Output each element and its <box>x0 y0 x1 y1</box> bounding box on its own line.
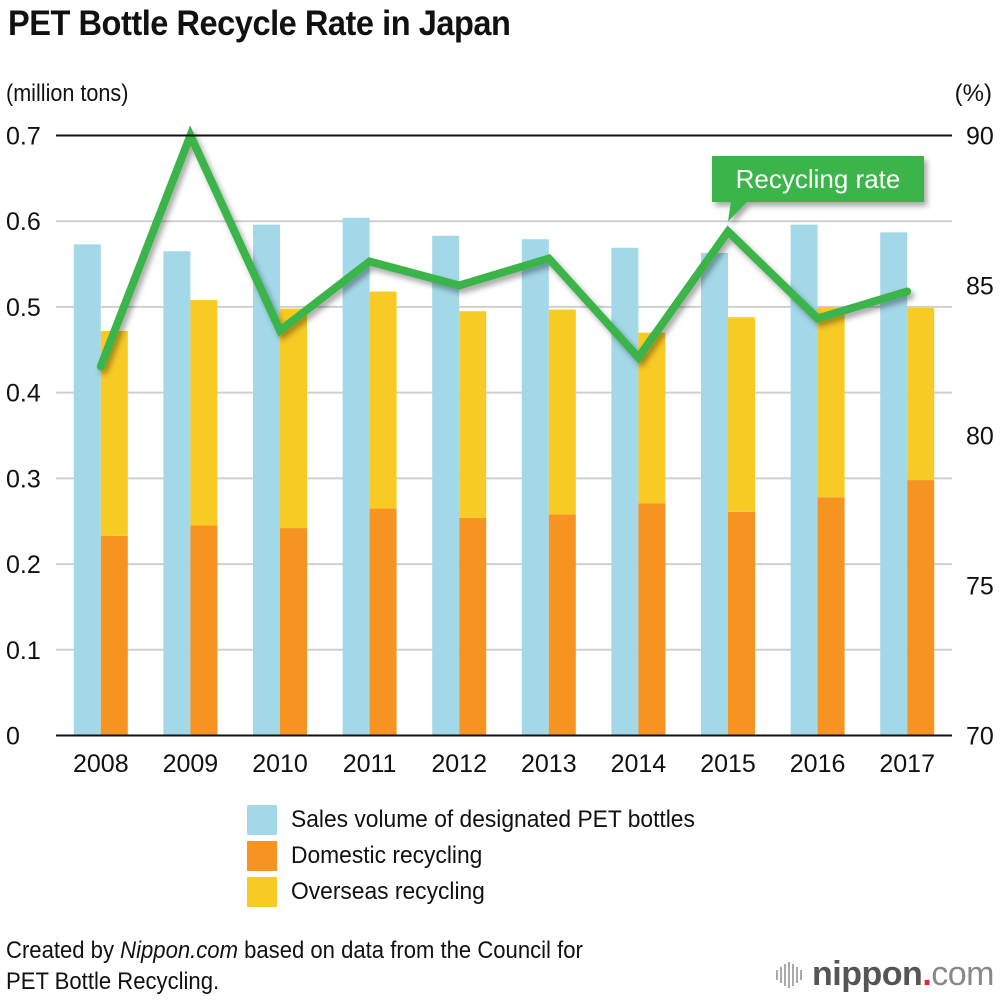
legend-label-domestic: Domestic recycling <box>291 842 483 869</box>
bar-overseas <box>817 306 845 498</box>
left-tick-label: 0.6 <box>6 208 41 236</box>
bar-overseas <box>280 308 307 529</box>
x-tick-label: 2014 <box>611 750 667 778</box>
bar-domestic <box>459 517 487 736</box>
source-line-1: Created by Nippon.com based on data from… <box>6 937 583 964</box>
left-tick-label: 0.2 <box>6 551 41 579</box>
legend-item-sales: Sales volume of designated PET bottles <box>247 802 716 838</box>
annotation-box <box>712 156 924 202</box>
legend-item-overseas: Overseas recycling <box>247 874 716 910</box>
left-tick-label: 0.1 <box>6 637 41 665</box>
source-brand: Nippon.com <box>120 937 238 964</box>
bar-sales <box>880 232 908 736</box>
legend-label-sales: Sales volume of designated PET bottles <box>291 806 695 833</box>
left-tick-label: 0 <box>6 723 20 751</box>
chart-title: PET Bottle Recycle Rate in Japan <box>8 4 511 43</box>
x-tick-label: 2017 <box>879 750 935 778</box>
bar-sales <box>521 239 549 736</box>
legend-swatch-domestic <box>247 841 277 871</box>
bar-domestic <box>638 503 666 736</box>
x-tick-label: 2008 <box>73 750 129 778</box>
legend-label-overseas: Overseas recycling <box>291 878 485 905</box>
right-tick-label: 70 <box>966 723 994 751</box>
legend-swatch-sales <box>247 805 277 835</box>
right-tick-label: 75 <box>966 573 994 601</box>
bar-overseas <box>638 332 666 504</box>
source-note: Created by Nippon.com based on data from… <box>6 935 583 997</box>
x-tick-label: 2012 <box>431 750 487 778</box>
x-tick-label: 2010 <box>252 750 308 778</box>
bar-sales <box>611 247 639 736</box>
x-tick-label: 2013 <box>521 750 577 778</box>
bar-domestic <box>548 514 576 736</box>
x-tick-label: 2016 <box>790 750 846 778</box>
bar-overseas <box>548 309 576 515</box>
right-tick-label: 85 <box>966 273 994 301</box>
left-tick-label: 0.4 <box>6 380 41 408</box>
annotation-pointer <box>728 201 748 222</box>
source-line-2: PET Bottle Recycling. <box>6 968 220 995</box>
bar-domestic <box>369 508 397 736</box>
bar-overseas <box>190 300 218 526</box>
bar-overseas <box>459 311 487 518</box>
bar-domestic <box>280 528 307 736</box>
bar-sales <box>163 251 191 736</box>
bar-domestic <box>817 497 845 736</box>
line-recycling-rate <box>96 125 912 371</box>
bar-overseas <box>369 291 397 509</box>
bar-sales <box>701 252 728 736</box>
bar-domestic <box>907 480 935 736</box>
right-tick-label: 90 <box>966 123 994 151</box>
left-tick-label: 0.7 <box>6 123 41 151</box>
legend-swatch-overseas <box>247 877 277 907</box>
bar-sales <box>432 235 460 736</box>
left-axis-unit-label: (million tons) <box>6 80 129 107</box>
legend-item-domestic: Domestic recycling <box>247 838 716 874</box>
right-tick-label: 80 <box>966 423 994 451</box>
nippon-logo: nippon.com <box>776 955 994 994</box>
chart-plot-area: Recycling rate 0 0.1 0.2 0.3 0.4 0.5 0.6 0.7 70 7… <box>6 123 994 779</box>
annotation-callout <box>712 156 924 222</box>
logo-sound-bars-icon <box>776 961 804 988</box>
left-tick-label: 0.3 <box>6 465 41 493</box>
x-tick-label: 2011 <box>343 750 397 778</box>
x-tick-label: 2009 <box>163 750 219 778</box>
x-tick-label: 2015 <box>700 750 756 778</box>
bar-sales <box>342 217 370 736</box>
bar-domestic <box>728 511 755 736</box>
right-axis-unit-label: (%) <box>954 80 992 107</box>
left-tick-label: 0.5 <box>6 294 41 322</box>
bar-domestic <box>100 535 128 736</box>
bar-domestic <box>190 525 218 736</box>
bar-overseas <box>907 307 935 481</box>
annotation-label: Recycling rate <box>736 164 901 194</box>
bar-sales <box>73 244 101 736</box>
bar-overseas <box>728 317 755 512</box>
legend: Sales volume of designated PET bottles D… <box>247 802 716 910</box>
